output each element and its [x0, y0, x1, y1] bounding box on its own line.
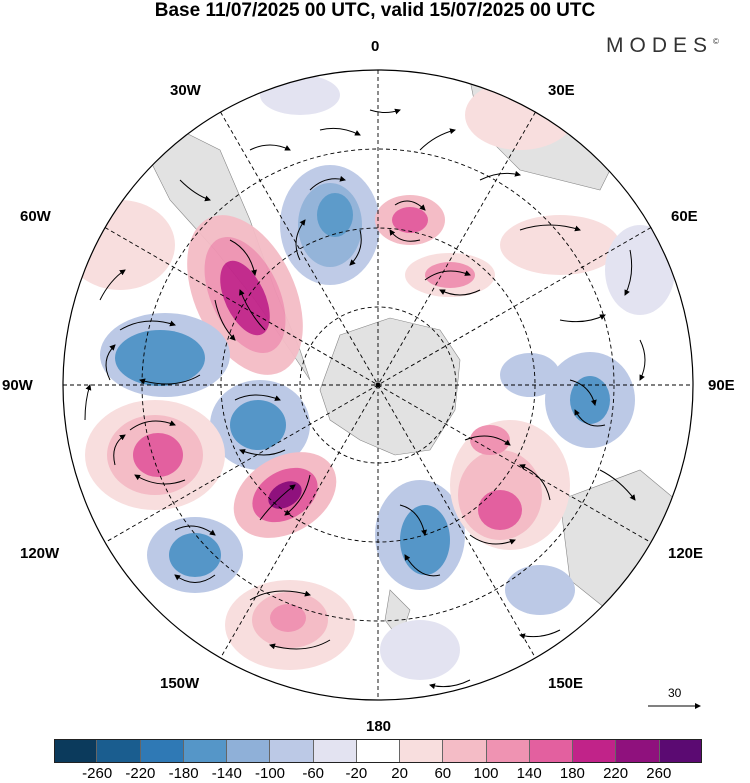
colorbar-tick-label: -260: [82, 765, 113, 782]
anomaly-blob-positive: [405, 253, 495, 297]
anomaly-blob-negative: [280, 165, 380, 285]
colorbar-tick-label: 180: [559, 765, 585, 782]
anomaly-blob-negative: [210, 380, 310, 470]
anomaly-blob-positive: [500, 215, 620, 275]
anomaly-blob-positive: [85, 400, 225, 510]
reference-vector-label: 30: [668, 686, 682, 700]
colorbar-tick-label: 20: [391, 765, 408, 782]
colorbar-swatch: [140, 739, 184, 763]
colorbar-tick-label: -20: [345, 765, 368, 782]
colorbar-swatch: [313, 739, 357, 763]
colorbar-swatch: [54, 739, 98, 763]
colorbar-swatch: [529, 739, 574, 763]
modes-logo: MODES©: [606, 34, 719, 57]
wind-vectors: [84, 108, 646, 700]
colorbar-frame: [54, 739, 702, 763]
lon-label-30e: 30E: [548, 82, 575, 99]
anomaly-blob-negative: [500, 353, 560, 397]
colorbar-swatch: [573, 739, 617, 763]
lon-label-150e: 150E: [548, 675, 584, 692]
copyright-mark: ©: [713, 37, 719, 46]
lon-label-60w: 60W: [20, 208, 51, 225]
colorbar-swatch: [227, 739, 271, 763]
colorbar-swatch: [270, 739, 314, 763]
lon-label-180: 180: [366, 718, 392, 735]
colorbar-tick-label: 140: [516, 765, 542, 782]
anomaly-blob-negative: [380, 565, 575, 680]
map-title: Base 11/07/2025 00 UTC, valid 15/07/2025…: [154, 0, 596, 21]
colorbar-swatch: [97, 739, 141, 763]
anomaly-blob-positive: [375, 195, 445, 245]
colorbar-tick-label: -220: [125, 765, 156, 782]
anomaly-blob-negative: [375, 480, 465, 590]
lon-label-120w: 120W: [20, 545, 60, 562]
colorbar-swatch: [400, 739, 444, 763]
map-boundary: [62, 69, 694, 701]
lon-label-30w: 30W: [170, 82, 201, 99]
anomaly-blob-negative: [147, 517, 243, 593]
colorbar-tick-label: -180: [168, 765, 199, 782]
colorbar-swatch: [443, 739, 487, 763]
colorbar: [54, 739, 702, 763]
colorbar-tick-label: -100: [254, 765, 286, 782]
lon-label-120e: 120E: [668, 545, 704, 562]
lon-label-90w: 90W: [2, 377, 33, 394]
colorbar-tick-label: -140: [211, 765, 242, 782]
anomaly-blob-negative: [545, 352, 635, 448]
colorbar-ticks: -260 -220 -180 -140 -100 -60 -20 20 60 100 140 180 2…: [0, 763, 750, 783]
anomaly-blob-positive: [225, 580, 355, 670]
colorbar-swatch: [659, 739, 702, 763]
colorbar-tick-label: 60: [434, 765, 452, 782]
lon-label-0: 0: [371, 38, 380, 55]
colorbar-swatch: [356, 739, 401, 763]
colorbar-tick-label: 260: [646, 765, 672, 782]
colorbar-tick-label: -60: [302, 765, 325, 782]
lon-label-90e: 90E: [708, 377, 735, 394]
colorbar-tick-label: 220: [603, 765, 629, 782]
lon-label-150w: 150W: [160, 675, 200, 692]
anomaly-blob-positive: [450, 420, 570, 550]
colorbar-swatch: [486, 739, 530, 763]
colorbar-swatch: [183, 739, 228, 763]
lon-label-60e: 60E: [671, 208, 698, 225]
colorbar-tick-label: 100: [473, 765, 499, 782]
colorbar-swatch: [616, 739, 660, 763]
pole-marker: [375, 382, 381, 388]
antarctica-landmass: [319, 317, 461, 456]
